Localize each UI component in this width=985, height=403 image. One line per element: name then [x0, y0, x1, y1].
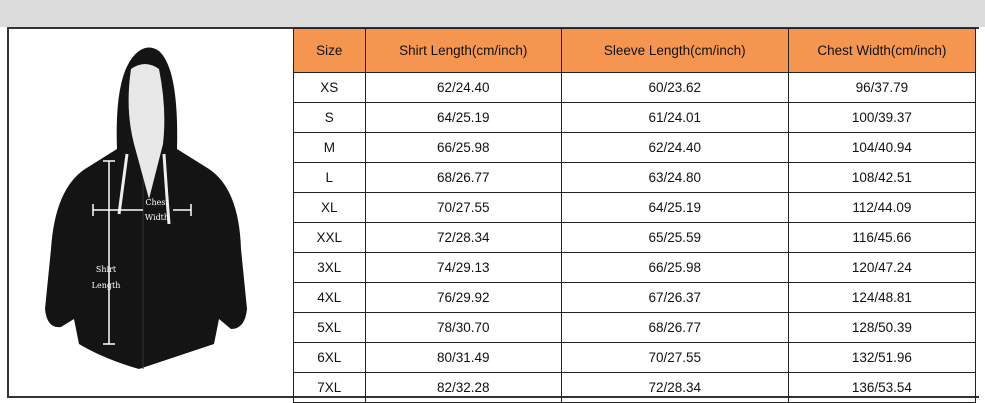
cell-sleeve-length: 60/23.62	[560, 72, 789, 103]
cell-chest-width: 132/51.96	[787, 342, 977, 373]
cell-sleeve-length: 63/24.80	[560, 162, 789, 193]
cell-size: 6XL	[293, 342, 366, 373]
cell-shirt-length: 70/27.55	[364, 192, 562, 223]
table-row: L 68/26.77 63/24.80 108/42.51	[293, 162, 977, 193]
cell-size: 3XL	[293, 252, 366, 283]
table-row: 3XL 74/29.13 66/25.98 120/47.24	[293, 252, 977, 283]
cell-size: 5XL	[293, 312, 366, 343]
cell-chest-width: 128/50.39	[787, 312, 977, 343]
cell-chest-width: 136/53.54	[787, 372, 977, 403]
cell-shirt-length: 74/29.13	[364, 252, 562, 283]
header-size: Size	[293, 28, 366, 73]
cell-chest-width: 124/48.81	[787, 282, 977, 313]
cell-chest-width: 112/44.09	[787, 192, 977, 223]
cell-sleeve-length: 64/25.19	[560, 192, 789, 223]
table-row: M 66/25.98 62/24.40 104/40.94	[293, 132, 977, 163]
cell-chest-width: 104/40.94	[787, 132, 977, 163]
table-row: XXL 72/28.34 65/25.59 116/45.66	[293, 222, 977, 253]
cell-size: 4XL	[293, 282, 366, 313]
cell-size: S	[293, 102, 366, 133]
cell-size: XL	[293, 192, 366, 223]
size-table: Size Shirt Length(cm/inch) Sleeve Length…	[293, 28, 977, 403]
cell-sleeve-length: 70/27.55	[560, 342, 789, 373]
cell-shirt-length: 80/31.49	[364, 342, 562, 373]
cell-shirt-length: 64/25.19	[364, 102, 562, 133]
cell-chest-width: 108/42.51	[787, 162, 977, 193]
cell-shirt-length: 68/26.77	[364, 162, 562, 193]
header-sleeve-length: Sleeve Length(cm/inch)	[560, 28, 789, 73]
cell-sleeve-length: 65/25.59	[560, 222, 789, 253]
cell-sleeve-length: 66/25.98	[560, 252, 789, 283]
cell-chest-width: 120/47.24	[787, 252, 977, 283]
cell-shirt-length: 82/32.28	[364, 372, 562, 403]
cell-size: M	[293, 132, 366, 163]
header-chest-width: Chest Width(cm/inch)	[787, 28, 977, 73]
cell-size: XXL	[293, 222, 366, 253]
cell-shirt-length: 66/25.98	[364, 132, 562, 163]
cell-sleeve-length: 72/28.34	[560, 372, 789, 403]
header-row: Size Shirt Length(cm/inch) Sleeve Length…	[293, 28, 977, 73]
cell-size: 7XL	[293, 372, 366, 403]
cell-sleeve-length: 68/26.77	[560, 312, 789, 343]
cell-shirt-length: 76/29.92	[364, 282, 562, 313]
table-row: 6XL 80/31.49 70/27.55 132/51.96	[293, 342, 977, 373]
hoodie-illustration: Chest Width Shirt Length	[45, 47, 247, 369]
top-band	[0, 0, 985, 27]
cell-sleeve-length: 67/26.37	[560, 282, 789, 313]
cell-chest-width: 96/37.79	[787, 72, 977, 103]
cell-shirt-length: 62/24.40	[364, 72, 562, 103]
cell-size: L	[293, 162, 366, 193]
header-shirt-length: Shirt Length(cm/inch)	[364, 28, 562, 73]
cell-sleeve-length: 62/24.40	[560, 132, 789, 163]
length-label-2: Length	[92, 281, 121, 290]
cell-chest-width: 100/39.37	[787, 102, 977, 133]
cell-chest-width: 116/45.66	[787, 222, 977, 253]
table-row: S 64/25.19 61/24.01 100/39.37	[293, 102, 977, 133]
table-row: 5XL 78/30.70 68/26.77 128/50.39	[293, 312, 977, 343]
hoodie-icon	[45, 47, 247, 369]
table-row: XL 70/27.55 64/25.19 112/44.09	[293, 192, 977, 223]
length-label-1: Shirt	[96, 265, 117, 274]
cell-shirt-length: 78/30.70	[364, 312, 562, 343]
chest-label-1: Chest	[145, 198, 169, 207]
chest-label-2: Width	[145, 213, 169, 222]
cell-shirt-length: 72/28.34	[364, 222, 562, 253]
cell-size: XS	[293, 72, 366, 103]
table-row: 4XL 76/29.92 67/26.37 124/48.81	[293, 282, 977, 313]
table-row: XS 62/24.40 60/23.62 96/37.79	[293, 72, 977, 103]
measure-lines	[92, 160, 192, 345]
table-row: 7XL 82/32.28 72/28.34 136/53.54	[293, 372, 977, 403]
cell-sleeve-length: 61/24.01	[560, 102, 789, 133]
